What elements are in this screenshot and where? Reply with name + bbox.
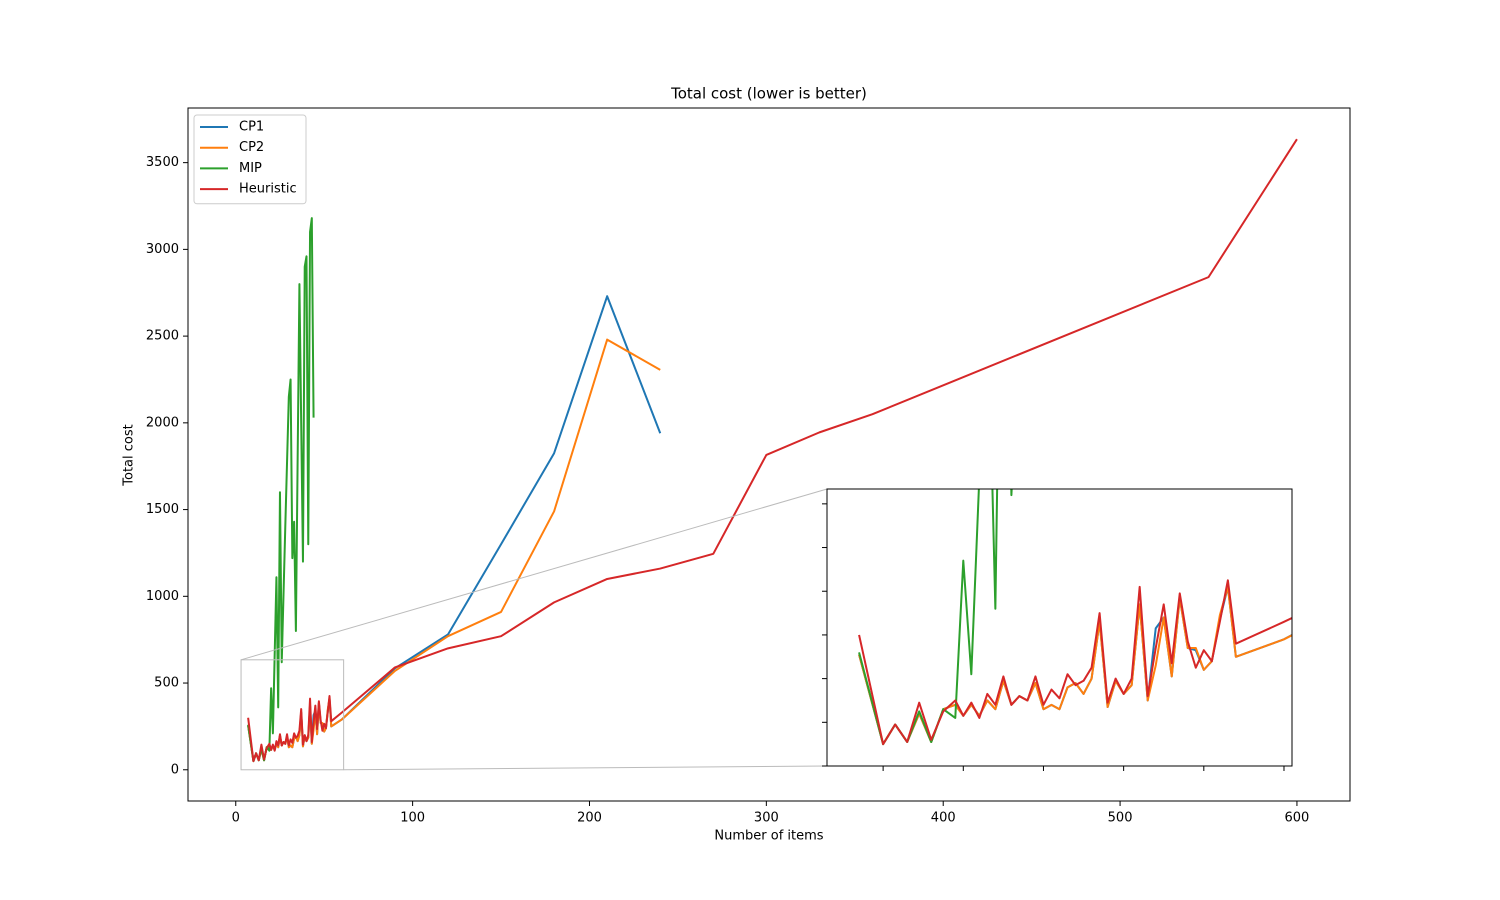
y-tick-label: 0 (171, 762, 179, 777)
y-tick-label: 2000 (146, 415, 179, 430)
x-tick-label: 600 (1285, 811, 1310, 826)
x-tick-label: 500 (1108, 811, 1133, 826)
zoom-connector (240, 488, 828, 661)
y-tick-label: 3000 (146, 242, 179, 257)
plot-frame (187, 107, 1351, 802)
inset-plot (822, 488, 1293, 771)
inset-background (827, 489, 1292, 766)
legend-label: CP1 (239, 120, 264, 135)
x-tick-label: 200 (577, 811, 602, 826)
y-tick-label: 500 (154, 676, 179, 691)
series-line (247, 138, 1298, 763)
x-axis-label: Number of items (714, 829, 823, 844)
series-line (858, 579, 1292, 746)
y-tick-label: 1500 (146, 502, 179, 517)
y-axis-label: Total cost (122, 424, 137, 486)
y-tick-label: 2500 (146, 329, 179, 344)
legend-label: CP2 (239, 140, 264, 155)
x-tick-label: 300 (754, 811, 779, 826)
chart-title: Total cost (lower is better) (670, 85, 867, 103)
main-plot: 0 100 200 300 400 500 600 0 500 1000 1500 2000 2500 3… (146, 107, 1351, 826)
legend-label: Heuristic (239, 182, 297, 197)
x-tick-label: 400 (931, 811, 956, 826)
zoom-region (240, 659, 345, 771)
series-line (858, 489, 1013, 746)
y-tick-label: 1000 (146, 589, 179, 604)
legend-label: MIP (239, 161, 262, 176)
inset-frame (826, 488, 1293, 767)
y-tick-label: 3500 (146, 155, 179, 170)
x-tick-label: 100 (400, 811, 425, 826)
zoom-connector (343, 765, 828, 771)
legend-box (193, 114, 307, 205)
x-tick-label: 0 (232, 811, 240, 826)
legend: CP1 CP2 MIP Heuristic (193, 114, 307, 205)
